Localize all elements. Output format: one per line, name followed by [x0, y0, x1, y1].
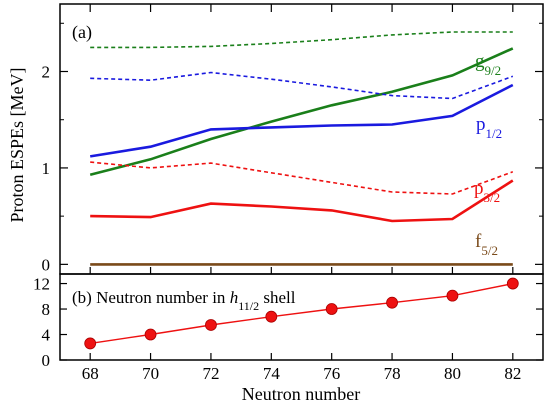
b-point: [144, 328, 157, 341]
panel-a-ylabel: Proton ESPEs [MeV]: [7, 67, 27, 222]
x-tick-label: 68: [82, 364, 99, 383]
x-tick-label: 82: [504, 364, 521, 383]
series-p-3-2-dashed: [90, 161, 514, 195]
x-tick-label: 72: [202, 364, 219, 383]
panel-b-xlabel: Neutron number: [242, 384, 360, 404]
b-y-tick-label: 8: [42, 300, 51, 319]
b-point: [325, 303, 338, 315]
series-g-9-2-dashed: [90, 31, 513, 49]
x-tick-label: 78: [384, 364, 401, 383]
b-point: [386, 296, 398, 309]
b-point: [84, 337, 97, 350]
series-label-g-9-2: g9/2: [475, 51, 501, 78]
b-y-tick-label: 0: [42, 351, 51, 370]
series-label-p-1-2: p1/2: [476, 114, 502, 141]
b-point: [265, 310, 278, 323]
b-point: [205, 319, 217, 331]
panel-b-frame: [59, 273, 544, 361]
x-tick-label: 70: [142, 364, 159, 383]
series-label-p-3-2: p3/2: [474, 178, 500, 205]
series-p-1-2-dashed: [90, 71, 514, 100]
panel-a-series-labels: g9/2 p1/2 p3/2 f5/2: [474, 51, 502, 258]
x-tick-label: 74: [263, 364, 281, 383]
panel-b-series: [84, 277, 519, 350]
series-p-3-2-solid: [90, 179, 514, 223]
panel-a-frame: [59, 3, 544, 275]
panel-b-axes: 0 4 8 12 68 70 72 74 76 78 80 82: [33, 267, 543, 383]
panel-a-series: [89, 31, 514, 266]
panel-b-title: (b) Neutron number in h11/2 shell: [72, 288, 296, 313]
series-p-1-2-solid: [89, 83, 514, 158]
panel-a: (a) 0 1 2 g9/2 p1/2 p3/2 f5/2 Proton ESPEs [M…: [7, 3, 544, 275]
panel-a-label: (a): [72, 22, 92, 43]
panel-a-y-axis: 0 1 2: [42, 4, 543, 274]
y-tick-label: 1: [42, 159, 51, 178]
b-point: [446, 289, 459, 302]
series-g-9-2-solid: [89, 47, 514, 176]
x-tick-label: 80: [444, 364, 461, 383]
b-y-tick-label: 4: [42, 326, 51, 345]
panel-b: (b) Neutron number in h11/2 shell 0 4 8 12 6…: [33, 267, 544, 404]
b-line: [90, 282, 513, 345]
y-tick-label: 2: [42, 63, 51, 82]
x-tick-label: 76: [323, 364, 340, 383]
series-label-f-5-2: f5/2: [475, 231, 498, 258]
b-y-tick-label: 12: [33, 275, 50, 294]
b-point: [506, 277, 519, 290]
y-tick-label: 0: [42, 255, 51, 274]
